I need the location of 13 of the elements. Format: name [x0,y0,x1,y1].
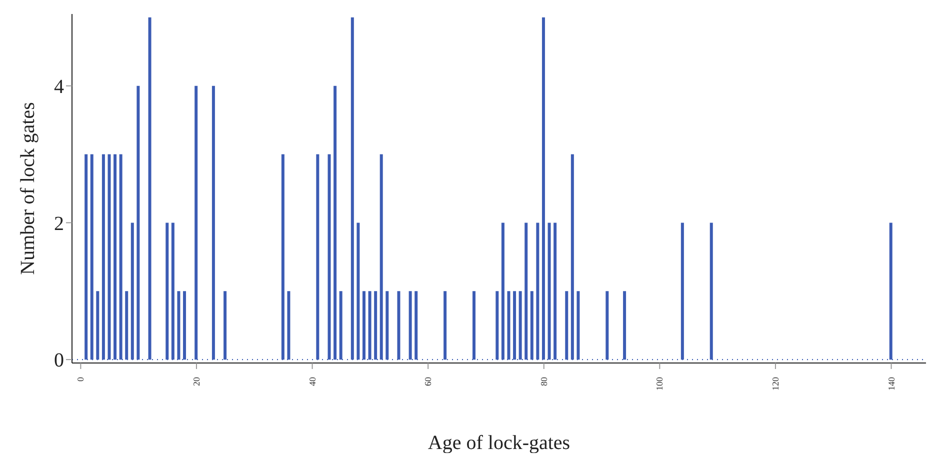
x-tick-label: 100 [654,376,665,390]
y-axis-title: Number of lock gates [17,102,39,275]
x-tick-label: 140 [886,376,896,390]
x-tick-label: 40 [307,376,318,386]
y-tick-label: 2 [54,212,64,235]
x-tick-label: 120 [770,376,780,390]
y-tick-label: 0 [54,350,64,372]
x-tick-label: 0 [76,376,86,382]
x-axis-title: Age of lock-gates [428,432,570,454]
x-tick-label: 20 [191,376,202,386]
x-tick-label: 80 [538,376,549,386]
y-tick-label: 4 [54,76,64,98]
x-tick-label: 60 [423,376,434,386]
